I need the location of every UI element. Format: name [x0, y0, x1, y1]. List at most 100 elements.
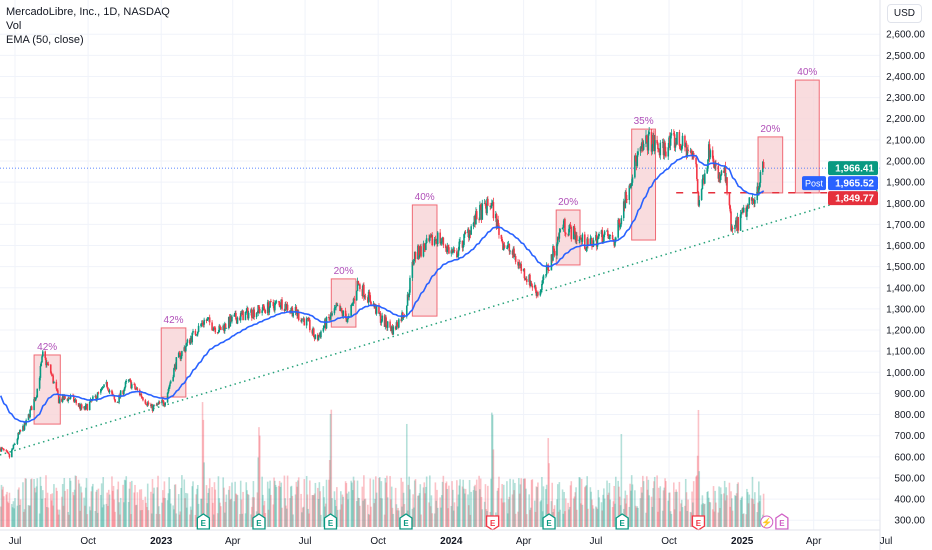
- volume-bar: [724, 500, 727, 527]
- candles: [0, 127, 765, 459]
- volume-bar: [307, 508, 310, 527]
- volume-bar: [229, 499, 232, 527]
- earnings-marker-beat[interactable]: E: [615, 513, 629, 530]
- earnings-e-icon: E: [403, 519, 409, 528]
- candle-body: [153, 404, 155, 406]
- volume-bar: [58, 509, 61, 527]
- volume-bar: [686, 511, 689, 527]
- candle-body: [545, 274, 547, 276]
- volume-bar: [634, 505, 637, 527]
- x-tick-label: Oct: [80, 536, 96, 547]
- volume-bar: [669, 492, 671, 527]
- price-axis[interactable]: 2,600.00 2,500.00 2,400.00 2,300.00 2,200.00…: [879, 0, 932, 550]
- candle-body: [626, 199, 628, 200]
- volume-bar: [529, 507, 532, 527]
- time-axis[interactable]: Jul Oct 2023 Apr Jul Oct 2024 Apr Jul Oct 2025 Apr J…: [0, 529, 892, 547]
- candle-body: [309, 319, 311, 331]
- volume-bar: [725, 487, 728, 527]
- volume-bar: [107, 489, 110, 527]
- volume-bar: [374, 476, 377, 527]
- volume-bar: [174, 484, 177, 527]
- volume-bar: [536, 487, 538, 527]
- candle-body: [742, 207, 745, 213]
- candle-body: [506, 247, 508, 249]
- volume-bar: [328, 479, 330, 527]
- volume-bar: [609, 499, 612, 527]
- candle-body: [648, 132, 650, 134]
- earnings-e-icon: E: [696, 519, 702, 528]
- candle-body: [97, 392, 100, 394]
- volume-bar: [607, 494, 609, 527]
- candle-body: [762, 161, 765, 169]
- candle-body: [274, 302, 276, 311]
- volume-legend[interactable]: Vol: [6, 20, 22, 32]
- candle-body: [2, 448, 4, 450]
- volume-bar: [258, 427, 260, 527]
- earnings-flag-icon: [542, 513, 556, 530]
- candle-body: [47, 364, 50, 365]
- earnings-marker-split[interactable]: ⚡: [760, 515, 774, 529]
- volume-bar: [130, 514, 132, 527]
- earnings-marker-beat[interactable]: E: [323, 513, 338, 530]
- earnings-marker-beat[interactable]: E: [399, 513, 413, 530]
- candle-body: [457, 249, 460, 256]
- volume-bar: [734, 495, 736, 527]
- earnings-marker-beat[interactable]: E: [196, 513, 210, 530]
- volume-bar: [646, 489, 649, 527]
- ema-legend[interactable]: EMA (50, close): [6, 34, 84, 46]
- currency-button[interactable]: USD: [886, 4, 922, 23]
- box-percent-label: 35%: [634, 116, 654, 127]
- candle-body: [408, 292, 410, 298]
- earnings-marker-beat[interactable]: E: [542, 513, 556, 530]
- volume-bar: [228, 486, 231, 527]
- y-tick-label: 1,800.00: [886, 199, 925, 210]
- candle-body: [653, 140, 656, 152]
- candle-body: [263, 308, 266, 310]
- grid: [0, 0, 887, 530]
- candle-body: [56, 388, 58, 391]
- volume-bar: [578, 477, 581, 527]
- volume-bar: [247, 493, 249, 527]
- volume-bar: [374, 498, 376, 527]
- volume-bar: [590, 491, 592, 527]
- candle-body: [674, 142, 677, 148]
- volume-bar: [150, 491, 152, 527]
- candle-body: [202, 324, 205, 326]
- volume-bar: [592, 508, 595, 527]
- volume-bar: [691, 491, 693, 527]
- x-tick-label: Jul: [9, 536, 22, 547]
- volume-bar: [626, 494, 628, 527]
- earnings-marker-miss[interactable]: E: [691, 515, 706, 531]
- volume-bar: [341, 494, 344, 527]
- earnings-marker-upcoming[interactable]: E: [775, 513, 789, 530]
- candle-body: [609, 235, 612, 236]
- volume-bar: [422, 487, 425, 527]
- candle-body: [86, 403, 89, 411]
- volume-bar: [653, 481, 655, 527]
- earnings-flag-icon: [615, 513, 629, 530]
- candle-body: [225, 327, 228, 329]
- earnings-markers[interactable]: E E E E E E E E ⚡ E: [196, 513, 789, 531]
- volume-bar: [556, 499, 558, 527]
- volume-bar: [525, 488, 527, 527]
- volume-bar: [41, 498, 43, 527]
- earnings-marker-miss[interactable]: E: [485, 515, 500, 531]
- candle-body: [687, 149, 689, 151]
- symbol-title[interactable]: MercadoLibre, Inc., 1D, NASDAQ: [6, 6, 170, 18]
- volume-bar: [139, 510, 142, 527]
- candle-body: [80, 404, 83, 409]
- candle-body: [611, 235, 614, 240]
- earnings-marker-beat[interactable]: E: [252, 513, 266, 530]
- volume-bar: [569, 485, 572, 527]
- volume-bar: [507, 499, 510, 527]
- candle-body: [68, 397, 70, 399]
- candle-body: [173, 368, 175, 377]
- volume-bar: [329, 413, 332, 527]
- candle-body: [475, 211, 478, 220]
- volume-bar: [167, 493, 170, 527]
- volume-bar: [173, 509, 175, 527]
- volume-bar: [367, 513, 370, 527]
- volume-bar: [50, 500, 53, 527]
- projection-box: [757, 136, 784, 194]
